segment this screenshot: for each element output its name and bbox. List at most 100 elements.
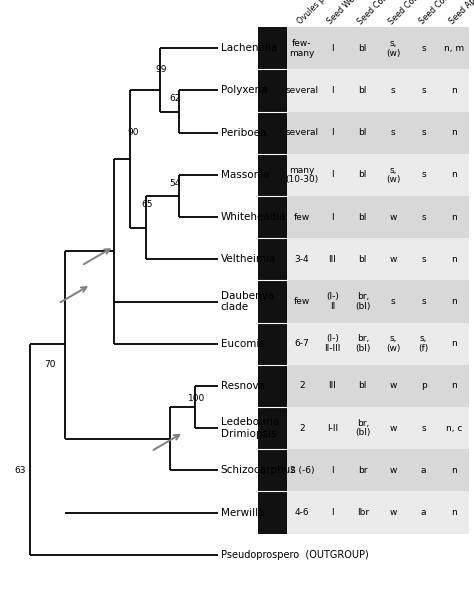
Bar [258, 449, 469, 491]
Text: l: l [331, 466, 334, 475]
Text: several: several [285, 86, 319, 95]
Text: w: w [390, 382, 397, 390]
Text: s: s [391, 86, 395, 95]
Text: l: l [331, 128, 334, 137]
Text: few: few [294, 297, 310, 306]
Text: Veltheimia: Veltheimia [221, 254, 276, 264]
Text: n, m: n, m [444, 44, 464, 52]
Text: s: s [421, 171, 426, 179]
Text: l: l [331, 508, 334, 517]
Text: br,
(bl): br, (bl) [355, 292, 371, 311]
Text: Seed Coat Surface: Seed Coat Surface [387, 0, 446, 27]
Text: n: n [451, 213, 457, 221]
Text: a: a [421, 508, 427, 517]
Bar [258, 323, 469, 365]
Text: Polyxena: Polyxena [221, 86, 267, 95]
Bar [258, 365, 469, 407]
Text: Merwilla: Merwilla [221, 508, 264, 517]
Text: Daubenya
clade: Daubenya clade [221, 291, 274, 312]
Text: Lachenalia: Lachenalia [221, 43, 277, 53]
Text: 65: 65 [142, 200, 153, 209]
Text: n: n [451, 339, 457, 348]
Text: bl: bl [359, 86, 367, 95]
Text: br: br [358, 466, 367, 475]
Text: Eucomis: Eucomis [221, 339, 264, 349]
Text: n: n [451, 466, 457, 475]
Text: (I-)
II-III: (I-) II-III [324, 334, 340, 353]
Text: 62: 62 [170, 95, 181, 103]
Text: br,
(bl): br, (bl) [355, 334, 371, 353]
Text: bl: bl [359, 255, 367, 264]
Bar [258, 491, 469, 534]
Text: a: a [421, 466, 427, 475]
Text: Resnova: Resnova [221, 381, 265, 391]
Text: Seed Coat Sculpture: Seed Coat Sculpture [417, 0, 474, 27]
Bar [258, 407, 469, 449]
Text: 100: 100 [188, 394, 205, 403]
Text: I-II: I-II [327, 424, 338, 432]
Text: Massonia: Massonia [221, 170, 269, 180]
Text: s: s [421, 213, 426, 221]
Bar [258, 238, 469, 280]
Text: n: n [451, 128, 457, 137]
Text: l: l [331, 44, 334, 52]
Text: s: s [421, 297, 426, 306]
Text: s,
(f): s, (f) [419, 334, 429, 353]
Text: s,
(w): s, (w) [386, 334, 401, 353]
Text: Ledebouria
Drimiopsis: Ledebouria Drimiopsis [221, 417, 279, 439]
Text: s,
(w): s, (w) [386, 39, 401, 58]
Text: 54: 54 [170, 179, 181, 188]
Text: 63: 63 [14, 466, 26, 475]
Text: l: l [331, 86, 334, 95]
Text: s: s [421, 424, 426, 432]
Text: 2 (-6): 2 (-6) [290, 466, 314, 475]
Text: III: III [328, 382, 336, 390]
Text: bl: bl [359, 128, 367, 137]
Text: few-
many: few- many [289, 39, 315, 58]
Text: p: p [421, 382, 427, 390]
Bar [258, 69, 469, 112]
Text: 2: 2 [299, 424, 305, 432]
Text: s: s [391, 297, 395, 306]
Text: l: l [331, 213, 334, 221]
Bar [258, 112, 469, 154]
Text: w: w [390, 255, 397, 264]
Text: w: w [390, 424, 397, 432]
Text: Whiteheadia: Whiteheadia [221, 212, 286, 222]
Text: 6-7: 6-7 [294, 339, 310, 348]
Text: Seed Coat Color: Seed Coat Color [356, 0, 409, 27]
Text: several: several [285, 128, 319, 137]
Text: n: n [451, 297, 457, 306]
Text: bl: bl [359, 213, 367, 221]
Text: lbr: lbr [357, 508, 369, 517]
Text: n: n [451, 255, 457, 264]
Text: III: III [328, 255, 336, 264]
Text: n: n [451, 86, 457, 95]
Text: w: w [390, 508, 397, 517]
Text: s,
(w): s, (w) [386, 165, 401, 185]
Text: n: n [451, 382, 457, 390]
Bar [258, 27, 287, 534]
Text: (I-)
II: (I-) II [326, 292, 339, 311]
Text: Ovules per Locule: Ovules per Locule [296, 0, 353, 27]
Text: Seed Weight Class: Seed Weight Class [326, 0, 385, 27]
Text: br,
(bl): br, (bl) [355, 418, 371, 438]
Text: s: s [391, 128, 395, 137]
Text: Seed Appendages: Seed Appendages [447, 0, 474, 27]
Text: bl: bl [359, 44, 367, 52]
Text: 4-6: 4-6 [295, 508, 309, 517]
Text: n: n [451, 171, 457, 179]
Text: bl: bl [359, 382, 367, 390]
Text: few: few [294, 213, 310, 221]
Text: s: s [421, 44, 426, 52]
Bar [258, 196, 469, 238]
Text: 99: 99 [155, 65, 167, 74]
Text: l: l [331, 171, 334, 179]
Bar [258, 27, 469, 69]
Text: s: s [421, 128, 426, 137]
Text: w: w [390, 213, 397, 221]
Text: 90: 90 [128, 128, 139, 137]
Text: w: w [390, 466, 397, 475]
Text: 2: 2 [299, 382, 305, 390]
Text: Periboea: Periboea [221, 128, 266, 137]
